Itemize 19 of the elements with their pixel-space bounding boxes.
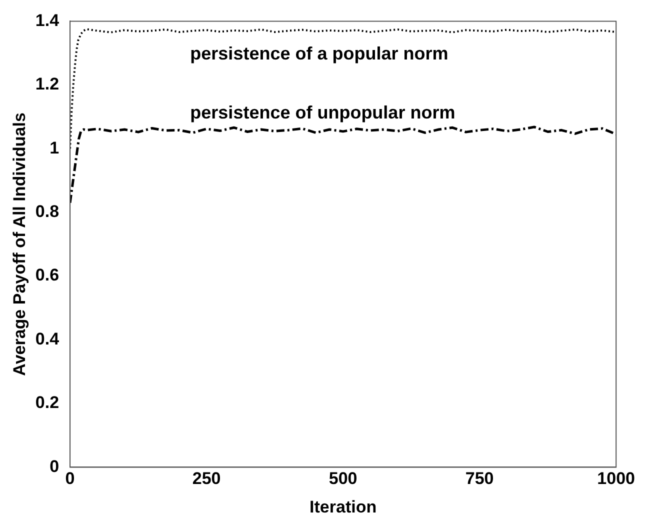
x-tick-label: 1000 (597, 469, 636, 488)
y-tick-label: 1 (50, 138, 60, 158)
y-tick-label: 1.4 (35, 10, 60, 30)
x-tick-label: 0 (65, 469, 75, 488)
y-tick-label: 0 (50, 456, 60, 476)
y-tick-label: 0.8 (35, 202, 60, 222)
line-series (70, 28, 616, 150)
line-series (70, 126, 616, 204)
y-tick-label: 0.6 (35, 266, 60, 285)
x-axis-title: Iteration (310, 497, 377, 516)
y-axis-title: Average Payoff of All Individuals (10, 112, 29, 376)
y-tick-label: 1.2 (35, 74, 60, 94)
x-tick-label: 500 (328, 469, 358, 488)
x-tick-label: 250 (192, 469, 221, 488)
y-tick-label: 0.4 (35, 329, 60, 348)
y-tick-label: 0.2 (35, 393, 60, 412)
series-label: persistence of a popular norm (190, 43, 448, 64)
x-tick-label: 750 (465, 469, 494, 488)
series-label: persistence of unpopular norm (190, 102, 456, 123)
